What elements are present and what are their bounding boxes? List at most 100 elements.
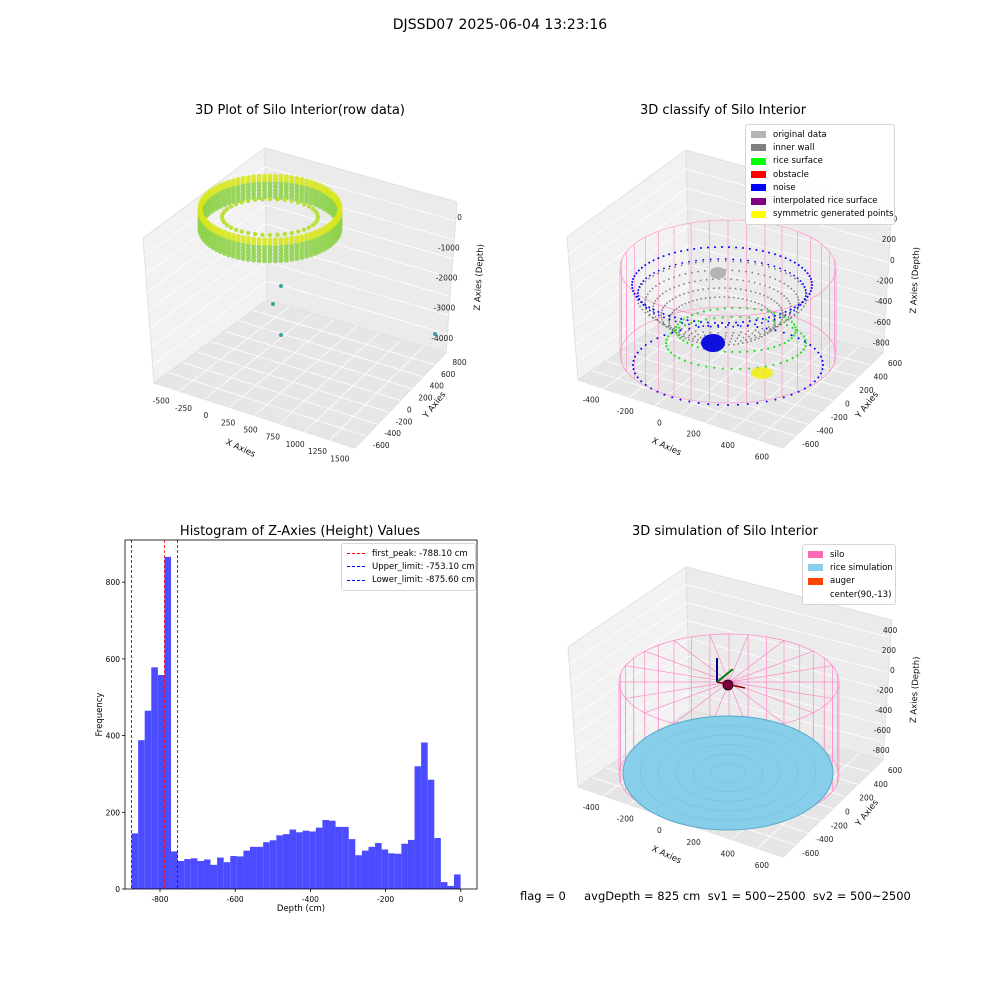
panel2-inner-wall-point <box>718 287 721 289</box>
panel2-noise-point <box>662 312 665 315</box>
panel2-inner-wall-point <box>668 267 670 270</box>
panel2-inner-wall-point <box>763 294 766 297</box>
panel2-gridline <box>688 245 887 300</box>
panel4-ytick-label: -600 <box>802 849 819 858</box>
panel1-data-point <box>226 231 232 237</box>
panel2-inner-wall-point <box>667 325 670 328</box>
panel1-data-point <box>218 242 224 248</box>
panel2-inner-wall-point <box>732 331 735 334</box>
panel2-noise-point <box>688 400 691 403</box>
panel2-noise-point <box>695 259 697 262</box>
panel2-inner-wall-point <box>724 278 726 280</box>
panel2-noise-point <box>736 324 739 327</box>
panel2-noise-point <box>797 303 800 306</box>
legend-label: original data <box>773 129 827 140</box>
panel2-inner-wall-point <box>787 285 790 287</box>
panel1-data-point <box>283 177 289 183</box>
panel2-inner-wall-point <box>779 280 781 283</box>
panel2-noise-point <box>717 403 720 406</box>
panel1-data-point <box>272 173 278 179</box>
panel2-noise-point <box>804 295 807 297</box>
histogram-bar <box>138 740 145 889</box>
panel4-ytick-label: 0 <box>845 808 850 817</box>
panel2-rice-surface-point <box>802 348 805 351</box>
panel2-inner-wall-point <box>747 261 750 264</box>
panel1-data-point <box>294 256 300 262</box>
panel1-data-point <box>252 231 258 237</box>
panel2-ytick-label: 200 <box>859 386 874 395</box>
histogram-bar <box>243 850 251 889</box>
panel2-rice-surface-point <box>669 351 673 354</box>
panel2-inner-wall-point <box>738 269 741 272</box>
panel2-inner-wall-point <box>637 302 640 305</box>
legend-item: Lower_limit: -875.60 cm <box>347 574 474 587</box>
legend-line-sample <box>347 566 365 568</box>
panel2-rice-surface-point <box>779 361 782 365</box>
panel1-data-point <box>245 185 251 191</box>
panel4-ytick-label: -400 <box>816 835 833 844</box>
panel2-inner-wall-point <box>788 302 791 305</box>
panel2-inner-wall-point <box>697 338 699 341</box>
panel2-inner-wall-point <box>757 337 760 340</box>
panel2-rice-surface-point <box>686 341 689 345</box>
panel2-inner-wall-point <box>653 313 656 316</box>
panel2-inner-wall-point <box>723 296 726 298</box>
panel2-noise-point <box>760 262 763 264</box>
panel2-inner-wall-point <box>745 289 747 292</box>
panel2-inner-wall-point <box>800 308 803 311</box>
panel2-noise-point <box>668 318 671 321</box>
panel1-data-point <box>225 222 230 228</box>
panel2-rice-surface-point <box>679 320 682 324</box>
panel2-rice-surface-point <box>691 343 694 347</box>
panel1-ytick-label: -400 <box>384 429 401 438</box>
panel4-xtick-label: 200 <box>686 838 701 847</box>
panel1-data-point <box>218 186 224 192</box>
panel1-data-point <box>312 195 318 201</box>
panel2-inner-wall-point <box>781 311 784 314</box>
panel2-inner-wall-point <box>690 332 693 335</box>
panel2-inner-wall-point <box>785 318 788 321</box>
panel2-inner-wall-point <box>675 296 677 299</box>
panel1-data-point <box>308 183 314 189</box>
panel2-inner-wall-point <box>753 334 756 337</box>
panel1-data-point <box>226 190 232 196</box>
panel2-noise-point <box>644 384 647 386</box>
histogram-bar <box>355 855 362 889</box>
panel2-inner-wall-point <box>712 287 715 290</box>
panel1-ztick-label: 0 <box>457 213 462 222</box>
panel2-noise-point <box>671 396 674 399</box>
panel1-data-point <box>267 173 273 179</box>
panel1-data-point <box>240 182 246 188</box>
panel2-inner-wall-point <box>754 336 757 339</box>
panel2-silo-wireframe <box>619 219 837 404</box>
panel2-noise-point <box>746 403 749 406</box>
panel1-data-point <box>316 203 322 209</box>
histogram-bar <box>401 843 408 889</box>
panel1-data-point <box>260 197 265 202</box>
panel2-inner-wall-point <box>684 331 687 333</box>
panel2-inner-wall-point <box>740 261 742 263</box>
panel1-data-point <box>222 188 228 194</box>
panel2-rice-surface-point <box>676 334 679 337</box>
panel2-inner-wall-point <box>742 336 745 339</box>
panel1-data-point <box>283 174 289 180</box>
panel1-data-point <box>310 206 315 212</box>
panel2-inner-wall-point <box>754 338 756 341</box>
histogram-bar <box>414 766 422 889</box>
panel2-inner-wall-point <box>668 327 671 330</box>
histogram-frame <box>124 539 478 890</box>
panel1-data-point <box>289 178 295 184</box>
legend-swatch <box>751 157 766 165</box>
panel1-gridline <box>252 309 435 366</box>
panel4-gridline <box>574 656 689 735</box>
panel2-inner-wall-point <box>668 320 670 322</box>
panel2-noise-point <box>688 260 690 263</box>
panel2-inner-wall-point <box>674 266 677 268</box>
panel1-data-point <box>299 248 305 254</box>
panel2-rice-surface-point <box>716 307 719 311</box>
panel4-silo-spoke <box>644 681 730 714</box>
panel1-gridline <box>146 204 266 293</box>
panel2-inner-wall-point <box>774 267 776 270</box>
histogram-bar <box>276 835 283 889</box>
histogram-bar <box>171 851 178 889</box>
